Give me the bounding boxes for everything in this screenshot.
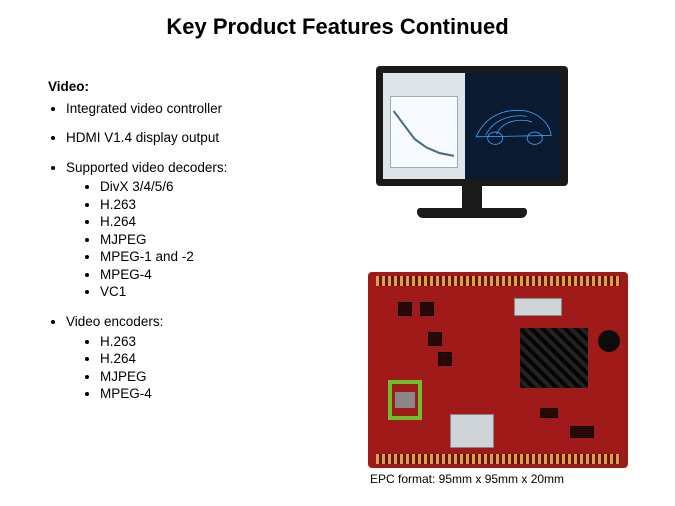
encoders-list: H.263 H.264 MJPEG MPEG-4 <box>66 333 348 403</box>
ic-chip-icon <box>438 352 452 366</box>
decoder-item: MPEG-4 <box>100 266 348 284</box>
decoder-item: VC1 <box>100 283 348 301</box>
feature-text-block: Video: Integrated video controller HDMI … <box>48 78 348 415</box>
heatsink-icon <box>520 328 588 388</box>
monitor-neck <box>462 186 482 208</box>
video-heading: Video: <box>48 78 348 96</box>
decoder-item: H.264 <box>100 213 348 231</box>
graph-curve-icon <box>391 97 457 167</box>
hdmi-highlight-box <box>388 380 422 420</box>
decoder-item: MJPEG <box>100 231 348 249</box>
decoder-item: H.263 <box>100 196 348 214</box>
board-header-pins-top <box>376 276 620 286</box>
monitor-illustration <box>376 66 568 218</box>
monitor-graph-panel <box>390 96 458 168</box>
monitor-bezel <box>376 66 568 186</box>
ic-chip-icon <box>420 302 434 316</box>
decoder-item: MPEG-1 and -2 <box>100 248 348 266</box>
bullet-integrated-controller: Integrated video controller <box>66 100 348 118</box>
pcb-board-illustration <box>368 272 628 468</box>
encoder-item: MPEG-4 <box>100 385 348 403</box>
car-wireframe-icon <box>472 92 554 160</box>
ic-chip-icon <box>398 302 412 316</box>
power-jack-icon <box>598 330 620 352</box>
decoders-list: DivX 3/4/5/6 H.263 H.264 MJPEG MPEG-1 an… <box>66 178 348 301</box>
monitor-car-wireframe <box>472 92 554 160</box>
encoder-item: H.263 <box>100 333 348 351</box>
bullet-decoders: Supported video decoders: DivX 3/4/5/6 H… <box>66 159 348 301</box>
ic-chip-icon <box>428 332 442 346</box>
decoders-label: Supported video decoders: <box>66 160 227 175</box>
ic-chip-icon <box>570 426 594 438</box>
encoder-item: MJPEG <box>100 368 348 386</box>
monitor-screen <box>383 73 561 179</box>
encoder-item: H.264 <box>100 350 348 368</box>
bullet-hdmi-output: HDMI V1.4 display output <box>66 129 348 147</box>
decoder-item: DivX 3/4/5/6 <box>100 178 348 196</box>
board-caption: EPC format: 95mm x 95mm x 20mm <box>370 472 564 486</box>
bullet-encoders: Video encoders: H.263 H.264 MJPEG MPEG-4 <box>66 313 348 403</box>
monitor-base <box>417 208 527 218</box>
encoders-label: Video encoders: <box>66 314 163 329</box>
ic-chip-icon <box>540 408 558 418</box>
usb-port-icon <box>514 298 562 316</box>
board-header-pins-bottom <box>376 454 620 464</box>
page-title: Key Product Features Continued <box>0 0 675 40</box>
ethernet-port-icon <box>450 414 494 448</box>
hdmi-port-icon <box>395 392 415 408</box>
video-bullets: Integrated video controller HDMI V1.4 di… <box>48 100 348 403</box>
